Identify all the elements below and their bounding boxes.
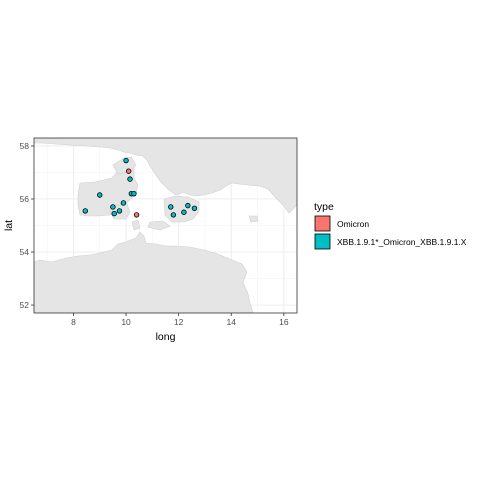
- data-point: [191, 205, 198, 211]
- data-point: [120, 200, 127, 206]
- data-point: [185, 202, 191, 209]
- data-point: [82, 208, 88, 214]
- data-points: [82, 157, 198, 218]
- legend-label: Omicron: [337, 219, 369, 229]
- x-axis-title: long: [156, 331, 176, 343]
- x-tick-label: 16: [279, 317, 289, 327]
- y-tick-label: 58: [20, 141, 30, 151]
- legend-label: XBB.1.9.1*_Omicron_XBB.1.9.1.X: [337, 237, 467, 247]
- data-point: [170, 212, 177, 218]
- data-point: [97, 192, 103, 198]
- legend-title: type: [314, 201, 334, 213]
- legend: type Omicron XBB.1.9.1*_Omicron_XBB.1.9.1…: [314, 201, 467, 250]
- data-point: [111, 210, 117, 217]
- land-lolland-falster: [147, 220, 171, 231]
- data-point: [125, 168, 132, 174]
- data-point: [133, 212, 140, 218]
- data-point: [116, 208, 123, 214]
- data-point: [181, 209, 187, 215]
- plot-panel-border: [33, 137, 298, 314]
- land-langeland: [131, 219, 141, 231]
- land-scandinavia: [34, 138, 297, 214]
- x-tick-label: 8: [71, 317, 76, 327]
- data-point: [110, 204, 116, 210]
- legend-key: [314, 215, 331, 232]
- land-central-europe: [34, 231, 254, 313]
- y-tick-label: 52: [20, 300, 30, 310]
- y-tick-label: 54: [20, 247, 30, 257]
- axes: 8 10 12 14 16 52 54 56 58: [20, 141, 289, 327]
- data-point: [131, 190, 137, 197]
- x-tick-label: 14: [227, 317, 237, 327]
- data-point: [168, 204, 174, 210]
- x-tick-label: 12: [174, 317, 184, 327]
- data-point: [123, 157, 129, 164]
- y-tick-label: 56: [20, 194, 30, 204]
- land-bornholm: [248, 215, 259, 223]
- y-axis-title: lat: [3, 220, 15, 231]
- data-point: [127, 176, 133, 182]
- x-tick-label: 10: [121, 317, 131, 327]
- legend-key: [314, 233, 331, 250]
